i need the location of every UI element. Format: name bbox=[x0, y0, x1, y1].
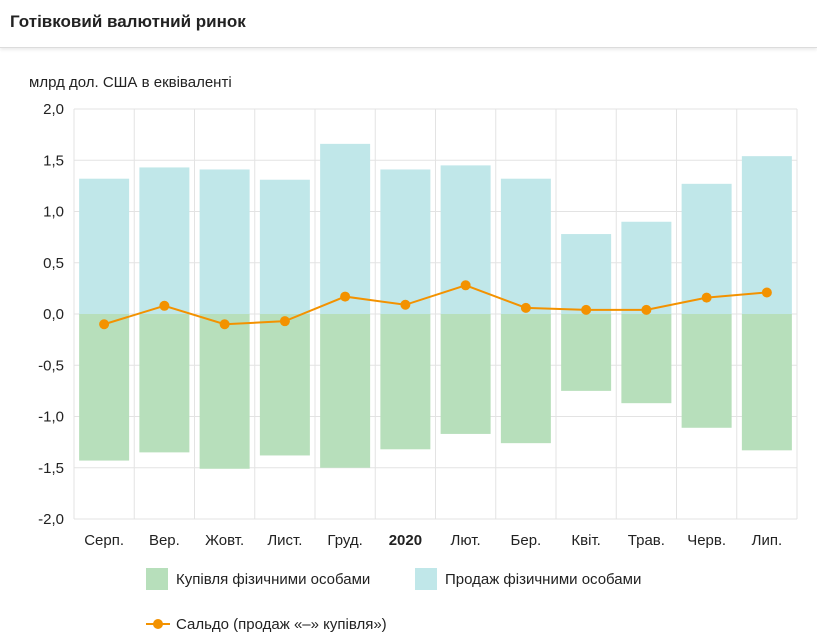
bar-purchase bbox=[259, 314, 310, 456]
bar-purchase bbox=[380, 314, 431, 450]
y-tick-label: -0,5 bbox=[38, 357, 64, 374]
x-tick-label: 2020 bbox=[389, 532, 422, 549]
chart-title: Готівковий валютний ринок bbox=[10, 12, 246, 31]
bar-purchase bbox=[561, 314, 612, 391]
x-tick-label: Вер. bbox=[149, 532, 180, 549]
x-tick-label: Лют. bbox=[451, 532, 481, 549]
bar-purchase bbox=[741, 314, 792, 451]
bar-purchase bbox=[621, 314, 672, 404]
balance-point bbox=[279, 316, 290, 327]
y-tick-label: -1,0 bbox=[38, 409, 64, 426]
bar-sale bbox=[500, 178, 551, 314]
balance-point bbox=[219, 319, 230, 330]
legend-label-balance: Сальдо (продаж «–» купівля») bbox=[176, 615, 387, 633]
balance-point bbox=[460, 280, 471, 291]
y-tick-label: 0,0 bbox=[43, 306, 64, 323]
chart-header: Готівковий валютний ринок bbox=[0, 0, 817, 48]
legend-label-purchase: Купівля фізичними особами bbox=[176, 570, 371, 588]
bar-sale bbox=[199, 169, 250, 314]
bar-purchase bbox=[139, 314, 190, 453]
balance-point bbox=[761, 287, 772, 298]
bar-sale bbox=[561, 234, 612, 314]
x-tick-label: Лип. bbox=[752, 532, 783, 549]
legend-item-sale[interactable]: Продаж фізичними особами bbox=[415, 568, 641, 590]
y-tick-label: 1,5 bbox=[43, 152, 64, 169]
bar-sale bbox=[380, 169, 431, 314]
x-tick-label: Жовт. bbox=[205, 532, 244, 549]
legend-swatch-cyan bbox=[415, 568, 437, 590]
balance-line bbox=[103, 284, 767, 326]
bar-purchase bbox=[320, 314, 371, 468]
x-tick-label: Трав. bbox=[628, 532, 665, 549]
x-tick-label: Груд. bbox=[327, 532, 362, 549]
bar-sale bbox=[79, 178, 130, 314]
x-tick-label: Лист. bbox=[267, 532, 302, 549]
balance-point bbox=[641, 304, 652, 315]
bar-purchase bbox=[500, 314, 551, 444]
bar-sale bbox=[320, 143, 371, 314]
bar-purchase bbox=[79, 314, 130, 461]
bar-sale bbox=[259, 179, 310, 314]
balance-point bbox=[99, 319, 110, 330]
legend-item-purchase[interactable]: Купівля фізичними особами bbox=[146, 568, 370, 590]
legend-item-balance[interactable]: Сальдо (продаж «–» купівля») bbox=[146, 613, 387, 635]
legend-swatch-green bbox=[146, 568, 168, 590]
bar-purchase bbox=[440, 314, 491, 434]
x-tick-label: Серп. bbox=[84, 532, 124, 549]
bar-purchase bbox=[199, 314, 250, 469]
y-axis-unit-label: млрд дол. США в еквіваленті bbox=[29, 74, 232, 91]
y-tick-label: 2,0 bbox=[43, 101, 64, 118]
bar-sale bbox=[621, 221, 672, 314]
balance-point bbox=[400, 299, 411, 310]
legend-swatch-line bbox=[146, 613, 170, 635]
balance-point bbox=[581, 304, 592, 315]
balance-point bbox=[520, 302, 531, 313]
x-tick-label: Черв. bbox=[687, 532, 726, 549]
y-tick-label: 0,5 bbox=[43, 255, 64, 272]
bar-purchase bbox=[681, 314, 732, 428]
bar-sale bbox=[139, 167, 190, 314]
balance-point bbox=[701, 292, 712, 303]
y-tick-label: -1,5 bbox=[38, 460, 64, 477]
legend-label-sale: Продаж фізичними особами bbox=[445, 570, 642, 588]
y-tick-label: -2,0 bbox=[38, 511, 64, 528]
balance-point bbox=[340, 291, 351, 302]
y-tick-label: 1,0 bbox=[43, 204, 64, 221]
bar-sale bbox=[681, 183, 732, 314]
x-tick-label: Бер. bbox=[511, 532, 542, 549]
x-tick-label: Квіт. bbox=[571, 532, 600, 549]
balance-point bbox=[159, 300, 170, 311]
